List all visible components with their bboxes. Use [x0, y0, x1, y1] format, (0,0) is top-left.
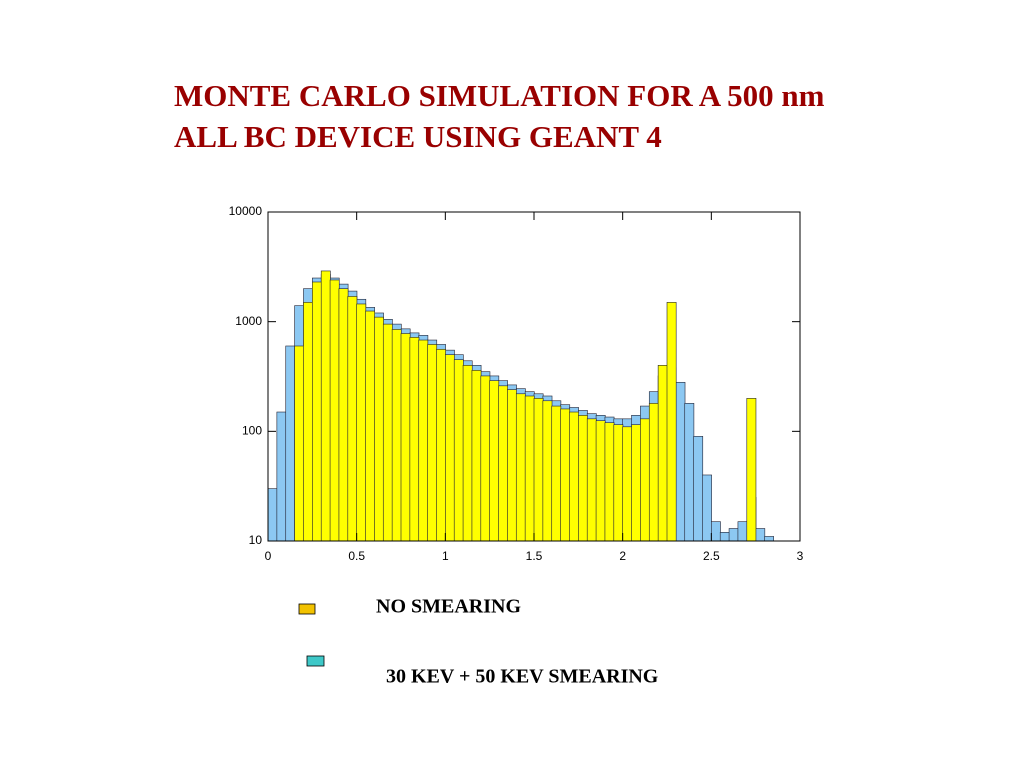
- bar: [657, 365, 668, 542]
- y-tick-label: 100: [242, 424, 262, 438]
- bar: [515, 393, 526, 542]
- bar: [471, 370, 482, 542]
- bar: [427, 344, 438, 542]
- bar: [711, 521, 721, 542]
- bar: [365, 310, 375, 542]
- bar: [604, 422, 615, 542]
- bar: [622, 426, 633, 542]
- legend-swatch: [306, 655, 325, 667]
- bar: [737, 521, 748, 542]
- bar: [524, 395, 535, 542]
- bar: [702, 474, 712, 542]
- bar: [648, 403, 659, 542]
- bar: [684, 403, 695, 542]
- bar: [764, 536, 774, 542]
- bar: [480, 375, 491, 542]
- bar: [374, 316, 384, 542]
- x-tick-label: 2.5: [703, 549, 720, 563]
- x-tick-label: 1.5: [526, 549, 543, 563]
- bar: [453, 359, 464, 542]
- x-tick-label: 2: [619, 549, 626, 563]
- bar: [320, 270, 331, 542]
- legend-label: NO SMEARING: [376, 596, 521, 618]
- bar: [391, 329, 402, 542]
- bar: [631, 424, 641, 542]
- bar: [498, 385, 508, 542]
- bar: [728, 528, 739, 542]
- bar: [462, 365, 473, 542]
- title-line: ALL BC DEVICE USING GEANT 4: [174, 119, 662, 154]
- bar: [267, 488, 278, 542]
- bar: [400, 333, 411, 542]
- bar: [693, 436, 704, 542]
- bar: [285, 345, 296, 542]
- y-tick-label: 1000: [235, 314, 262, 328]
- bar: [418, 339, 429, 542]
- bar: [294, 345, 305, 542]
- bar: [578, 415, 588, 542]
- bar: [569, 411, 579, 542]
- bar: [595, 420, 606, 542]
- legend-label: 30 KEV + 50 KEV SMEARING: [386, 666, 659, 688]
- bar: [303, 302, 313, 542]
- bar: [533, 398, 544, 542]
- x-tick-label: 1: [442, 549, 449, 563]
- bar: [445, 354, 455, 542]
- bar: [613, 424, 624, 542]
- y-tick-label: 10000: [229, 204, 263, 218]
- bar: [755, 528, 766, 542]
- bar: [560, 408, 571, 542]
- bar: [382, 323, 393, 542]
- x-tick-label: 0: [265, 549, 272, 563]
- bar: [719, 532, 730, 542]
- bar: [489, 380, 500, 542]
- bar: [586, 418, 597, 542]
- bar: [436, 348, 446, 542]
- title-line: MONTE CARLO SIMULATION FOR A 500 nm: [174, 78, 825, 113]
- bar: [675, 381, 686, 542]
- plot: 0 0.5 1 1.5 2 2.5 3 10 100 1000 10000: [229, 204, 804, 563]
- x-tick-label: 3: [797, 549, 804, 563]
- bar: [356, 303, 367, 542]
- bar: [409, 337, 420, 542]
- legend-swatch: [298, 603, 316, 615]
- bar: [347, 296, 358, 542]
- bar: [542, 400, 553, 542]
- bar: [338, 288, 349, 542]
- bar: [507, 389, 517, 542]
- y-tick-label: 10: [249, 533, 263, 547]
- bar: [640, 418, 650, 542]
- x-tick-label: 0.5: [348, 549, 365, 563]
- bar: [312, 281, 322, 542]
- bar: [551, 405, 562, 542]
- bar: [666, 302, 677, 542]
- bar: [329, 279, 340, 542]
- bar: [746, 398, 757, 542]
- bar: [276, 411, 287, 542]
